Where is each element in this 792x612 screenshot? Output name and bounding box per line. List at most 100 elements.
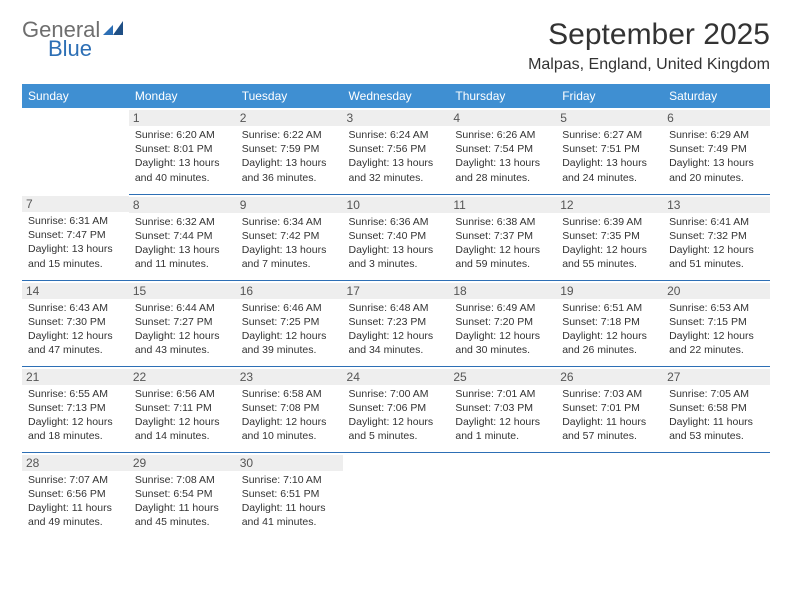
- day-number: 12: [556, 197, 663, 213]
- brand-logo: General Blue: [22, 18, 125, 60]
- day-number: 13: [663, 197, 770, 213]
- daylight-text: Daylight: 12 hours and 22 minutes.: [669, 329, 764, 357]
- title-block: September 2025 Malpas, England, United K…: [528, 18, 770, 74]
- calendar-day-cell: [663, 452, 770, 538]
- weekday-header: Sunday: [22, 84, 129, 108]
- sunset-text: Sunset: 7:32 PM: [669, 229, 764, 243]
- calendar-day-cell: 17Sunrise: 6:48 AMSunset: 7:23 PMDayligh…: [343, 280, 450, 366]
- calendar-day-cell: 10Sunrise: 6:36 AMSunset: 7:40 PMDayligh…: [343, 194, 450, 280]
- calendar-day-cell: 7Sunrise: 6:31 AMSunset: 7:47 PMDaylight…: [22, 194, 129, 280]
- sunrise-text: Sunrise: 7:03 AM: [562, 387, 657, 401]
- daylight-text: Daylight: 11 hours and 57 minutes.: [562, 415, 657, 443]
- daylight-text: Daylight: 13 hours and 3 minutes.: [349, 243, 444, 271]
- sunset-text: Sunset: 7:51 PM: [562, 142, 657, 156]
- sunrise-text: Sunrise: 7:00 AM: [349, 387, 444, 401]
- sunrise-text: Sunrise: 6:32 AM: [135, 215, 230, 229]
- daylight-text: Daylight: 13 hours and 15 minutes.: [28, 242, 123, 270]
- calendar-table: SundayMondayTuesdayWednesdayThursdayFrid…: [22, 84, 770, 538]
- calendar-week-row: 21Sunrise: 6:55 AMSunset: 7:13 PMDayligh…: [22, 366, 770, 452]
- sunrise-text: Sunrise: 7:05 AM: [669, 387, 764, 401]
- daylight-text: Daylight: 12 hours and 55 minutes.: [562, 243, 657, 271]
- daylight-text: Daylight: 12 hours and 10 minutes.: [242, 415, 337, 443]
- daylight-text: Daylight: 11 hours and 53 minutes.: [669, 415, 764, 443]
- sunset-text: Sunset: 7:23 PM: [349, 315, 444, 329]
- sunset-text: Sunset: 7:03 PM: [455, 401, 550, 415]
- calendar-day-cell: 29Sunrise: 7:08 AMSunset: 6:54 PMDayligh…: [129, 452, 236, 538]
- daylight-text: Daylight: 13 hours and 40 minutes.: [135, 156, 230, 184]
- daylight-text: Daylight: 12 hours and 34 minutes.: [349, 329, 444, 357]
- day-number: 7: [22, 196, 129, 212]
- sunset-text: Sunset: 7:59 PM: [242, 142, 337, 156]
- calendar-week-row: 14Sunrise: 6:43 AMSunset: 7:30 PMDayligh…: [22, 280, 770, 366]
- sunset-text: Sunset: 7:08 PM: [242, 401, 337, 415]
- calendar-day-cell: 19Sunrise: 6:51 AMSunset: 7:18 PMDayligh…: [556, 280, 663, 366]
- calendar-day-cell: [449, 452, 556, 538]
- day-number: 16: [236, 283, 343, 299]
- sunset-text: Sunset: 7:06 PM: [349, 401, 444, 415]
- sunset-text: Sunset: 7:01 PM: [562, 401, 657, 415]
- sunrise-text: Sunrise: 6:44 AM: [135, 301, 230, 315]
- sunrise-text: Sunrise: 7:08 AM: [135, 473, 230, 487]
- daylight-text: Daylight: 12 hours and 5 minutes.: [349, 415, 444, 443]
- sunrise-text: Sunrise: 6:24 AM: [349, 128, 444, 142]
- calendar-day-cell: 24 Sunrise: 7:00 AMSunset: 7:06 PMDayligh…: [343, 366, 450, 452]
- sunset-text: Sunset: 7:44 PM: [135, 229, 230, 243]
- sunset-text: Sunset: 7:42 PM: [242, 229, 337, 243]
- day-number: 23: [236, 369, 343, 385]
- calendar-day-cell: 21Sunrise: 6:55 AMSunset: 7:13 PMDayligh…: [22, 366, 129, 452]
- sunrise-text: Sunrise: 6:39 AM: [562, 215, 657, 229]
- daylight-text: Daylight: 12 hours and 43 minutes.: [135, 329, 230, 357]
- daylight-text: Daylight: 13 hours and 20 minutes.: [669, 156, 764, 184]
- calendar-day-cell: 20Sunrise: 6:53 AMSunset: 7:15 PMDayligh…: [663, 280, 770, 366]
- weekday-header-row: SundayMondayTuesdayWednesdayThursdayFrid…: [22, 84, 770, 108]
- calendar-day-cell: 30Sunrise: 7:10 AMSunset: 6:51 PMDayligh…: [236, 452, 343, 538]
- sunset-text: Sunset: 6:51 PM: [242, 487, 337, 501]
- sunset-text: Sunset: 7:56 PM: [349, 142, 444, 156]
- day-number: 30: [236, 455, 343, 471]
- sunrise-text: Sunrise: 6:27 AM: [562, 128, 657, 142]
- sunset-text: Sunset: 7:15 PM: [669, 315, 764, 329]
- calendar-day-cell: 18Sunrise: 6:49 AMSunset: 7:20 PMDayligh…: [449, 280, 556, 366]
- daylight-text: Daylight: 13 hours and 28 minutes.: [455, 156, 550, 184]
- calendar-day-cell: 9Sunrise: 6:34 AMSunset: 7:42 PMDaylight…: [236, 194, 343, 280]
- sunset-text: Sunset: 7:25 PM: [242, 315, 337, 329]
- day-number: 18: [449, 283, 556, 299]
- sunrise-text: Sunrise: 6:31 AM: [28, 214, 123, 228]
- day-number: 24: [343, 369, 450, 385]
- calendar-day-cell: 2Sunrise: 6:22 AMSunset: 7:59 PMDaylight…: [236, 108, 343, 194]
- sunrise-text: Sunrise: 6:34 AM: [242, 215, 337, 229]
- calendar-day-cell: 6Sunrise: 6:29 AMSunset: 7:49 PMDaylight…: [663, 108, 770, 194]
- day-number: 6: [663, 110, 770, 126]
- day-number: 3: [343, 110, 450, 126]
- sunset-text: Sunset: 7:20 PM: [455, 315, 550, 329]
- daylight-text: Daylight: 12 hours and 39 minutes.: [242, 329, 337, 357]
- day-number: 15: [129, 283, 236, 299]
- day-number: 19: [556, 283, 663, 299]
- calendar-day-cell: 23 Sunrise: 6:58 AMSunset: 7:08 PMDayligh…: [236, 366, 343, 452]
- daylight-text: Daylight: 13 hours and 24 minutes.: [562, 156, 657, 184]
- sunrise-text: Sunrise: 6:49 AM: [455, 301, 550, 315]
- sunrise-text: Sunrise: 6:58 AM: [242, 387, 337, 401]
- sunrise-text: Sunrise: 6:20 AM: [135, 128, 230, 142]
- day-number: 1: [129, 110, 236, 126]
- calendar-day-cell: 11Sunrise: 6:38 AMSunset: 7:37 PMDayligh…: [449, 194, 556, 280]
- sunset-text: Sunset: 6:58 PM: [669, 401, 764, 415]
- calendar-day-cell: 14Sunrise: 6:43 AMSunset: 7:30 PMDayligh…: [22, 280, 129, 366]
- day-number: 20: [663, 283, 770, 299]
- daylight-text: Daylight: 12 hours and 51 minutes.: [669, 243, 764, 271]
- calendar-thead: SundayMondayTuesdayWednesdayThursdayFrid…: [22, 84, 770, 108]
- sunset-text: Sunset: 6:56 PM: [28, 487, 123, 501]
- daylight-text: Daylight: 13 hours and 7 minutes.: [242, 243, 337, 271]
- sunrise-text: Sunrise: 6:43 AM: [28, 301, 123, 315]
- sunset-text: Sunset: 7:35 PM: [562, 229, 657, 243]
- sunset-text: Sunset: 7:27 PM: [135, 315, 230, 329]
- calendar-day-cell: 26Sunrise: 7:03 AMSunset: 7:01 PMDayligh…: [556, 366, 663, 452]
- location: Malpas, England, United Kingdom: [528, 56, 770, 74]
- daylight-text: Daylight: 12 hours and 1 minute.: [455, 415, 550, 443]
- sunset-text: Sunset: 8:01 PM: [135, 142, 230, 156]
- daylight-text: Daylight: 12 hours and 18 minutes.: [28, 415, 123, 443]
- sunset-text: Sunset: 7:18 PM: [562, 315, 657, 329]
- weekday-header: Saturday: [663, 84, 770, 108]
- sunrise-text: Sunrise: 6:46 AM: [242, 301, 337, 315]
- day-number: 17: [343, 283, 450, 299]
